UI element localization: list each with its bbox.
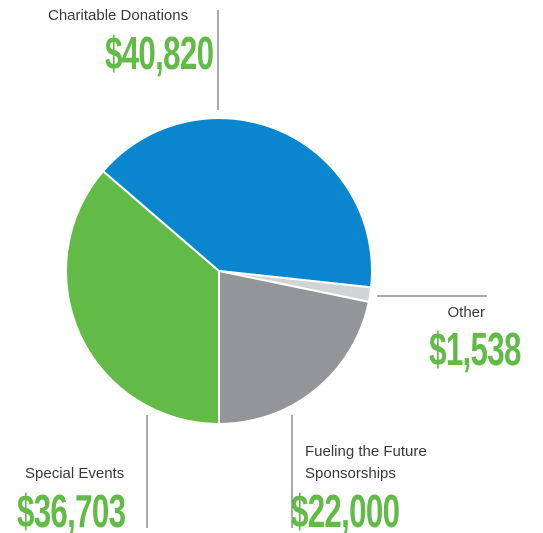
- slice-label: Fueling the Future Sponsorships: [305, 443, 427, 482]
- value-label: $40,820: [54, 26, 214, 80]
- value-label-text: $40,820: [104, 27, 214, 79]
- pie-slice: [101, 117, 373, 289]
- slice-label: Charitable Donations: [48, 7, 189, 24]
- value-label: $1,538: [386, 322, 521, 376]
- value-label-text: $1,538: [429, 323, 521, 375]
- pie-slice: [218, 269, 371, 426]
- slice-label: Special Events: [25, 465, 125, 482]
- value-label: $22,000: [291, 484, 450, 533]
- slice-label: Other: [447, 304, 485, 321]
- value-label-text: $36,703: [17, 485, 126, 533]
- value-label-text: $22,000: [291, 485, 400, 533]
- pie-slice: [65, 169, 220, 426]
- value-label: $36,703: [17, 484, 176, 533]
